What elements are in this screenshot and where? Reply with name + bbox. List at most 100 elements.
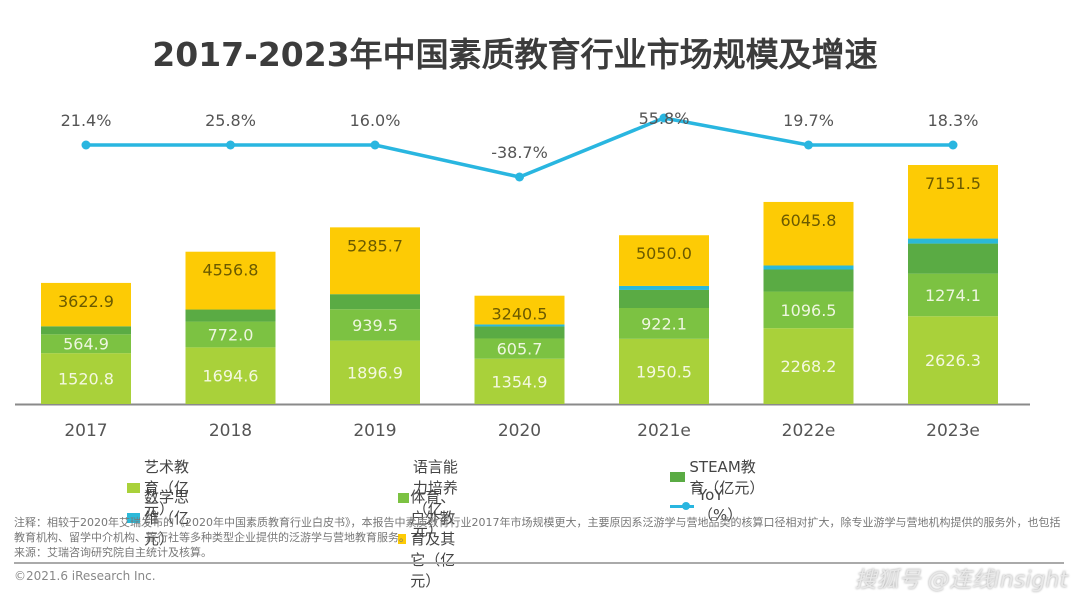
data-label: 1354.9 xyxy=(492,372,548,391)
legend-item-math: 数学思维（亿元） xyxy=(127,486,193,549)
yoy-label: -38.7% xyxy=(491,143,548,162)
yoy-label: 18.3% xyxy=(928,111,979,130)
chart-canvas: 1520.8 564.9 3622.9 2017 1694.6 772.0 4556.8 20… xyxy=(15,109,1030,441)
bar-segment-5-2017 xyxy=(41,282,131,327)
data-label: 2268.2 xyxy=(781,357,837,376)
legend-swatch-math xyxy=(127,512,141,523)
yoy-label: 16.0% xyxy=(350,111,401,130)
data-label: 3622.9 xyxy=(58,292,114,311)
yoy-label: 25.8% xyxy=(205,111,256,130)
x-tick-label: 2021e xyxy=(637,421,691,441)
legend-item-steam: STEAM教育（亿元） xyxy=(670,456,765,498)
data-label: 5285.7 xyxy=(347,236,403,255)
bar-segment-1-2018 xyxy=(185,347,276,404)
chart-title: 2017-2023年中国素质教育行业市场规模及增速 xyxy=(152,35,878,74)
bar-segment-2-2022e xyxy=(763,291,854,329)
yoy-label: 21.4% xyxy=(61,111,112,130)
bar-segment-3-2021e xyxy=(619,289,709,308)
x-tick-label: 2022e xyxy=(782,421,836,441)
data-label: 6045.8 xyxy=(781,211,837,230)
data-label: 1096.5 xyxy=(781,301,837,320)
data-label: 5050.0 xyxy=(636,244,692,263)
data-label: 939.5 xyxy=(352,316,398,335)
legend-item-sports: 体育、户外教育及其它（亿元） xyxy=(398,486,464,591)
yoy-point xyxy=(81,140,91,150)
legend-item-art: 艺术教育（亿元） xyxy=(127,456,193,519)
bar-segment-5-2020 xyxy=(474,295,565,325)
legend-item-yoy: YoY（%） xyxy=(670,486,750,525)
yoy-label: 55.8% xyxy=(639,109,690,128)
legend-swatch-art xyxy=(127,482,141,493)
x-tick-label: 2023e xyxy=(926,421,980,441)
bar-segment-3-2018 xyxy=(185,309,276,322)
data-label: 1694.6 xyxy=(203,367,259,386)
bar-segment-1-2023e xyxy=(908,316,998,404)
bar-segment-2-2018 xyxy=(185,321,276,348)
data-label: 772.0 xyxy=(208,325,254,344)
legend-swatch-language xyxy=(398,493,409,503)
bar-segment-3-2022e xyxy=(763,269,854,292)
legend-label-math: 数学思维（亿元） xyxy=(144,488,190,548)
legend-line-yoy-icon xyxy=(670,501,694,511)
data-label: 605.7 xyxy=(497,340,543,359)
bar-segment-4-2020 xyxy=(474,324,565,327)
data-label: 4556.8 xyxy=(203,261,259,280)
yoy-point xyxy=(804,140,813,150)
yoy-point xyxy=(370,140,380,150)
bar-segment-3-2023e xyxy=(908,243,998,274)
data-label: 564.9 xyxy=(63,335,109,354)
bar-segment-1-2020 xyxy=(474,358,565,404)
bar-segment-1-2019 xyxy=(330,340,420,404)
bar-segment-3-2019 xyxy=(330,294,420,310)
legend-swatch-sports xyxy=(398,533,407,544)
bar-segment-3-2017 xyxy=(41,326,131,335)
footer-divider xyxy=(14,562,1064,564)
copyright: ©2021.6 iResearch Inc. xyxy=(14,569,156,583)
bar-segment-3-2020 xyxy=(474,326,565,339)
bar-segment-4-2023e xyxy=(908,238,998,244)
legend-swatch-steam xyxy=(670,472,686,482)
data-label: 1950.5 xyxy=(636,362,692,381)
x-tick-label: 2017 xyxy=(64,421,107,441)
data-label: 3240.5 xyxy=(492,305,548,324)
data-label: 2626.3 xyxy=(925,351,981,370)
footnote: 注释：相较于2020年艾瑞发布的《2020年中国素质教育行业白皮书》，本报告中素… xyxy=(14,515,1064,560)
bar-segment-1-2022e xyxy=(763,328,854,404)
yoy-point xyxy=(515,172,524,182)
bar-segment-4-2022e xyxy=(763,265,854,270)
legend-label-language: 语言能力培养（亿元） xyxy=(412,458,458,539)
bar-segment-5-2021e xyxy=(619,235,709,286)
yoy-point xyxy=(226,140,235,150)
bar-segment-2-2019 xyxy=(330,309,420,341)
bar-segment-2-2017 xyxy=(41,334,131,354)
watermark: 搜狐号 @连线Insight xyxy=(854,568,1068,593)
x-tick-label: 2019 xyxy=(353,421,396,441)
bar-segment-1-2021e xyxy=(619,338,709,404)
yoy-point xyxy=(948,140,958,150)
x-tick-label: 2020 xyxy=(498,421,541,441)
bar-segment-2-2020 xyxy=(474,338,565,359)
legend-label-yoy: YoY（%） xyxy=(697,486,743,524)
x-tick-label: 2018 xyxy=(209,421,252,441)
bar-segment-2-2021e xyxy=(619,307,709,339)
footnote-source: 来源：艾瑞咨询研究院自主统计及核算。 xyxy=(14,546,212,559)
legend-item-language: 语言能力培养（亿元） xyxy=(398,456,464,540)
data-label: 7151.5 xyxy=(925,174,981,193)
data-label: 1896.9 xyxy=(347,363,403,382)
data-label: 1520.8 xyxy=(58,370,114,389)
bar-segment-5-2018 xyxy=(185,251,276,310)
bar-segment-4-2021e xyxy=(619,285,709,290)
legend-label-sports: 体育、户外教育及其它（亿元） xyxy=(410,488,456,590)
bar-segment-2-2023e xyxy=(908,273,998,317)
bar-segment-1-2017 xyxy=(41,353,131,404)
bar-segment-5-2022e xyxy=(763,201,854,266)
legend-label-art: 艺术教育（亿元） xyxy=(144,458,190,518)
bar-segment-5-2023e xyxy=(908,165,998,239)
data-label: 922.1 xyxy=(641,314,687,333)
footnote-note: 注释：相较于2020年艾瑞发布的《2020年中国素质教育行业白皮书》，本报告中素… xyxy=(14,516,1061,544)
yoy-label: 19.7% xyxy=(783,111,834,130)
legend-label-steam: STEAM教育（亿元） xyxy=(689,458,765,497)
data-label: 1274.1 xyxy=(925,286,981,305)
bar-segment-5-2019 xyxy=(330,227,420,295)
yoy-point xyxy=(659,113,669,123)
